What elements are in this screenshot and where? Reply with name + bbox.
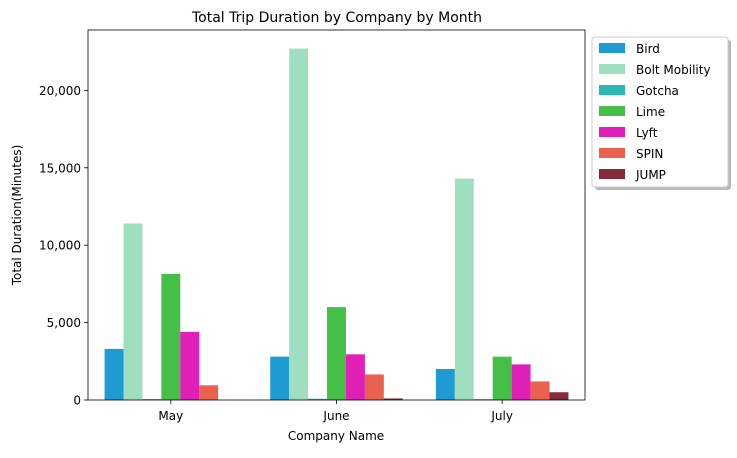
- y-tick-label: 0: [73, 394, 81, 408]
- legend-label-lime: Lime: [636, 105, 665, 119]
- legend-swatch-bird: [599, 43, 625, 53]
- bar-lyft-june: [345, 354, 365, 400]
- legend-swatch-bolt-mobility: [599, 64, 625, 74]
- legend: Bird Bolt Mobility Gotcha Lime Lyft SPIN JUMP: [591, 36, 731, 190]
- bars: [104, 48, 569, 400]
- y-tick-label: 15,000: [39, 161, 81, 175]
- bar-jump-july: [549, 392, 569, 400]
- x-axis: May June July: [158, 400, 513, 423]
- bar-bird-may: [104, 348, 124, 400]
- bar-jump-june: [383, 398, 403, 400]
- bar-bird-june: [270, 356, 290, 400]
- legend-swatch-lyft: [599, 127, 625, 137]
- bar-lyft-july: [511, 364, 531, 400]
- x-tick-label: June: [322, 409, 349, 423]
- x-tick-label: July: [490, 409, 513, 423]
- bar-bolt-mobility-june: [289, 48, 309, 400]
- y-axis: 0 5,000 10,000 15,000 20,000: [39, 84, 88, 408]
- bar-spin-july: [530, 381, 550, 400]
- bar-gotcha-may: [142, 399, 162, 400]
- legend-swatch-spin: [599, 148, 625, 158]
- bar-lyft-may: [180, 331, 200, 400]
- bar-lime-may: [161, 273, 181, 400]
- y-tick-label: 10,000: [39, 239, 81, 253]
- bar-spin-may: [199, 385, 219, 400]
- legend-label-lyft: Lyft: [636, 126, 658, 140]
- legend-items: Bird Bolt Mobility Gotcha Lime Lyft SPIN JUMP: [599, 42, 711, 182]
- y-axis-label: Total Duration(Minutes): [10, 145, 24, 287]
- x-tick-label: May: [158, 409, 183, 423]
- legend-swatch-gotcha: [599, 85, 625, 95]
- legend-label-gotcha: Gotcha: [636, 84, 679, 98]
- chart-title: Total Trip Duration by Company by Month: [191, 10, 482, 26]
- bar-bolt-mobility-may: [123, 223, 143, 400]
- legend-label-spin: SPIN: [636, 147, 663, 161]
- legend-label-bird: Bird: [636, 42, 660, 56]
- bar-spin-june: [364, 374, 384, 400]
- legend-box: [591, 36, 729, 188]
- bar-gotcha-june: [308, 398, 328, 400]
- legend-swatch-jump: [599, 169, 625, 179]
- legend-swatch-lime: [599, 106, 625, 116]
- y-tick-label: 5,000: [47, 316, 81, 330]
- bar-bolt-mobility-july: [454, 178, 474, 400]
- y-tick-label: 20,000: [39, 84, 81, 98]
- bar-lime-july: [492, 356, 512, 400]
- bar-lime-june: [327, 307, 346, 400]
- legend-label-jump: JUMP: [635, 168, 666, 182]
- legend-label-bolt-mobility: Bolt Mobility: [636, 63, 711, 77]
- bar-bird-july: [435, 369, 455, 400]
- x-axis-label: Company Name: [288, 429, 384, 443]
